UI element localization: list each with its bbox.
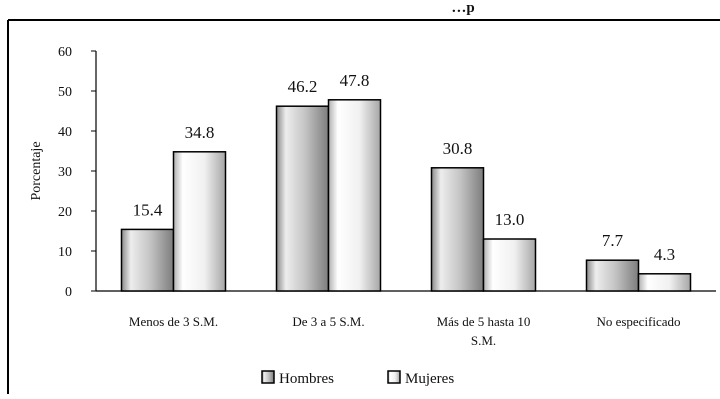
data-label-hombres: 15.4 xyxy=(133,200,163,219)
x-category-label: No especificado xyxy=(596,314,680,329)
legend-swatch-mujeres xyxy=(388,371,400,383)
y-tick-label: 30 xyxy=(58,165,72,180)
bar-mujeres xyxy=(639,274,691,291)
x-category-label: Menos de 3 S.M. xyxy=(129,314,218,329)
bar-mujeres xyxy=(484,239,536,291)
bar-hombres xyxy=(432,168,484,291)
y-tick-label: 0 xyxy=(65,285,72,300)
y-tick-label: 60 xyxy=(58,45,72,60)
category-labels-group: Menos de 3 S.M. De 3 a 5 S.M. Más de 5 has… xyxy=(129,314,681,348)
chart-title: …p xyxy=(451,0,474,16)
y-axis-label: Porcentaje xyxy=(29,141,44,200)
legend-swatch-hombres xyxy=(262,371,274,383)
y-tick-label: 50 xyxy=(58,85,72,100)
legend-label-hombres: Hombres xyxy=(279,371,334,387)
x-category-label: S.M. xyxy=(471,333,496,348)
x-category-label: De 3 a 5 S.M. xyxy=(292,314,364,329)
data-label-mujeres: 13.0 xyxy=(495,210,525,229)
legend-label-mujeres: Mujeres xyxy=(405,371,454,387)
bar-mujeres xyxy=(174,152,226,291)
bar-mujeres xyxy=(329,100,381,291)
data-label-hombres: 46.2 xyxy=(288,77,318,96)
data-label-mujeres: 47.8 xyxy=(340,71,370,90)
y-ticks: 0 10 20 30 40 50 60 xyxy=(58,45,96,300)
bar-hombres xyxy=(122,229,174,291)
x-category-label: Más de 5 hasta 10 xyxy=(437,314,531,329)
bar-hombres xyxy=(277,106,329,291)
data-label-hombres: 30.8 xyxy=(443,139,473,158)
data-label-mujeres: 4.3 xyxy=(654,245,675,264)
legend: Hombres Mujeres xyxy=(262,371,454,387)
y-tick-label: 10 xyxy=(58,245,72,260)
y-tick-label: 40 xyxy=(58,125,72,140)
data-label-mujeres: 34.8 xyxy=(185,123,215,142)
data-label-hombres: 7.7 xyxy=(602,231,624,250)
y-tick-label: 20 xyxy=(58,205,72,220)
bar-hombres xyxy=(587,260,639,291)
